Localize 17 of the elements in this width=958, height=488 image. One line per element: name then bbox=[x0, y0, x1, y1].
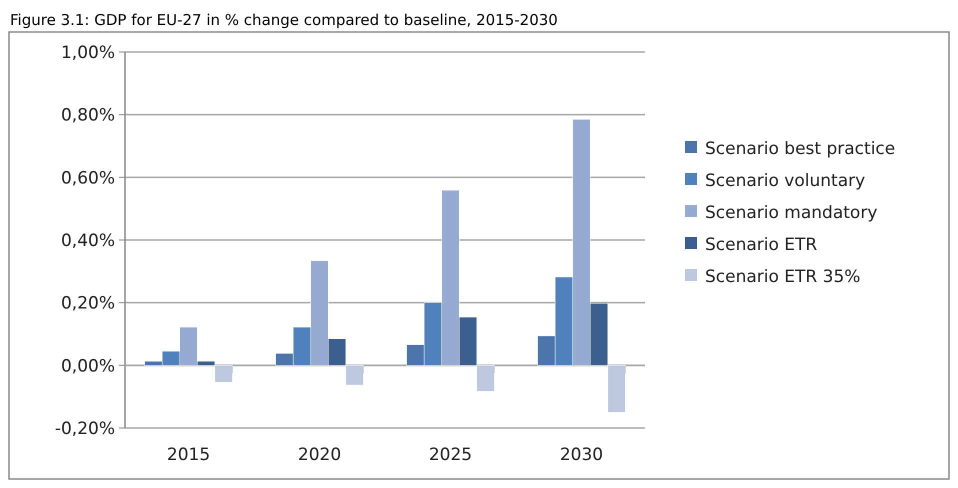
y-tick-label: 0,80% bbox=[60, 106, 115, 126]
y-tick-label: 0,60% bbox=[60, 168, 115, 188]
y-tick-label: -0,20% bbox=[54, 418, 115, 439]
legend-label: Scenario voluntary bbox=[705, 170, 866, 191]
y-tick-label: 0,20% bbox=[60, 294, 115, 314]
x-tick-label: 2020 bbox=[298, 445, 342, 465]
legend-label: Scenario ETR bbox=[705, 234, 818, 255]
x-tick-label: 2025 bbox=[428, 445, 472, 465]
y-tick-label: 0,00% bbox=[60, 356, 115, 376]
legend-label: Scenario ETR 35% bbox=[705, 266, 860, 287]
y-tick-label: 1,00% bbox=[60, 42, 115, 63]
x-tick-label: 2030 bbox=[560, 445, 604, 465]
chart-title: Figure 3.1: GDP for EU-27 in % change compared to baseline, 2015-2030 bbox=[10, 11, 558, 29]
legend-label: Scenario mandatory bbox=[705, 202, 878, 223]
y-tick-label: 0,40% bbox=[60, 230, 115, 251]
legend-label: Scenario best practice bbox=[705, 138, 896, 159]
x-tick-label: 2015 bbox=[166, 445, 210, 465]
